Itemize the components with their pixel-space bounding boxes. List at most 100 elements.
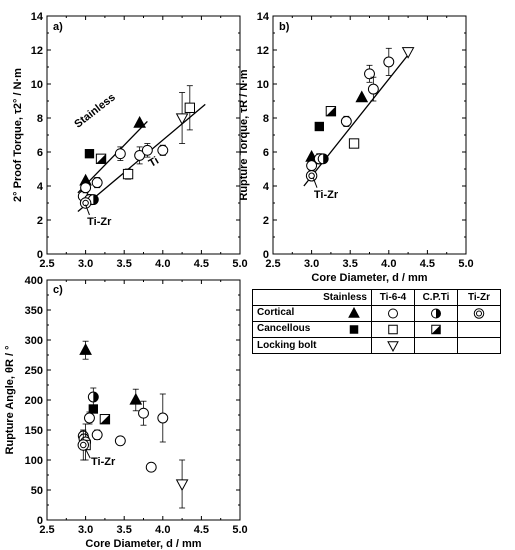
data-point	[79, 343, 92, 355]
circle-marker	[91, 429, 103, 441]
triangle-marker	[175, 113, 189, 126]
annotation-stainless: Stainless	[72, 91, 117, 130]
circle-marker	[134, 149, 146, 161]
y-tick-label: 10	[31, 79, 43, 91]
data-point	[87, 391, 99, 403]
legend-symbol-tizr-cortical	[457, 305, 501, 322]
y-tick-label: 10	[257, 79, 269, 91]
fit-line	[77, 120, 148, 194]
legend-row-label: Cancellous	[252, 321, 372, 338]
plot-frame	[46, 15, 241, 255]
y-tick-label: 8	[37, 113, 43, 125]
y-tick-label: 100	[25, 455, 43, 467]
y-tick-label: 2	[263, 215, 269, 227]
circle-marker	[367, 83, 379, 95]
legend-marker-shape	[388, 324, 398, 335]
x-tick-label: 5.0	[232, 524, 247, 536]
fit-line	[303, 49, 413, 187]
data-point	[99, 414, 111, 425]
circle-marker	[145, 461, 157, 473]
circle-half-fill	[93, 392, 99, 402]
panel-b-chart: b) 2.5 3.0 3.5 4.0 4.5 5.0 0 2 4 6 8 10 12 14 Core Diam…	[238, 11, 474, 284]
x-axis-title: Core Diameter, d / mm	[311, 272, 427, 284]
square-half-fill	[100, 414, 110, 424]
x-tick-label: 3.0	[304, 258, 319, 270]
square-marker	[88, 404, 98, 414]
data-point	[157, 412, 169, 424]
data-point	[325, 106, 337, 117]
y-tick-label: 6	[263, 147, 269, 159]
data-point	[79, 197, 92, 209]
circle-marker	[473, 308, 485, 319]
legend-col-cpti: C.P.Ti	[414, 289, 458, 306]
y-tick-label: 0	[37, 515, 43, 527]
data-point	[88, 404, 98, 414]
legend-label-cortical: Cortical	[257, 307, 295, 318]
legend-row-label: Cortical	[252, 305, 372, 322]
data-point	[314, 121, 324, 132]
x-tick-label: 3.5	[343, 258, 358, 270]
y-axis-title: Rupture Angle, θR / °	[4, 346, 16, 455]
square-half-fill	[326, 106, 336, 116]
legend-empty-cell	[414, 337, 458, 354]
legend-marker-shape	[348, 307, 360, 318]
data-point	[348, 138, 360, 149]
data-point	[340, 115, 352, 127]
square-marker	[348, 138, 360, 149]
circle-marker	[157, 144, 169, 156]
y-tick-label: 14	[31, 11, 44, 23]
triangle-marker	[355, 90, 369, 103]
data-point	[122, 168, 134, 180]
data-point	[91, 429, 103, 441]
legend-empty-cell	[457, 337, 501, 354]
y-tick-label: 0	[263, 249, 269, 261]
circle-marker	[388, 308, 398, 319]
y-axis-title: Rupture Torque, τR / N·m	[238, 69, 250, 200]
legend-row-cancellous: Cancellous	[252, 321, 501, 338]
circle-marker	[114, 148, 126, 160]
y-tick-label: 50	[31, 485, 43, 497]
legend-marker-shape	[431, 308, 441, 319]
square-marker	[84, 149, 95, 159]
legend-row-cortical: Cortical	[252, 305, 501, 322]
data-point	[145, 461, 157, 473]
x-tick-label: 4.5	[194, 524, 209, 536]
legend-symbol-cpti-cancellous	[414, 321, 458, 338]
data-point	[84, 412, 95, 424]
square-marker	[184, 102, 195, 113]
y-tick-label: 14	[257, 11, 270, 23]
legend-marker	[431, 324, 441, 335]
y-axis-title: 2° Proof Torque, τ2° / N·m	[12, 68, 24, 202]
circle-half-fill	[93, 194, 99, 205]
data-point	[305, 170, 318, 182]
panel-a-chart: a) 2.5 3.0 3.5 4.0 4.5 5.0 0 2 4 6 8 10 12 14 2° Proof …	[12, 11, 248, 270]
y-tick-label: 150	[25, 425, 43, 437]
square-marker	[388, 324, 398, 335]
data-point	[95, 153, 107, 164]
legend-col-tizr: Ti-Zr	[457, 289, 501, 306]
y-tick-label: 300	[25, 335, 43, 347]
panel-label: a)	[53, 21, 63, 33]
data-point	[129, 392, 143, 405]
plot-frame	[272, 15, 467, 255]
x-tick-label: 5.0	[232, 258, 247, 270]
circle-marker	[79, 197, 92, 209]
legend-marker-shape	[431, 324, 441, 335]
circle-marker	[77, 439, 90, 451]
x-tick-label: 4.5	[420, 258, 435, 270]
legend-col-ti64: Ti-6-4	[371, 289, 415, 306]
data-point	[80, 182, 92, 194]
data-point	[184, 102, 195, 113]
legend-symbol-cpti-cortical	[414, 305, 458, 322]
legend-symbol-ti64-cancellous	[371, 321, 415, 338]
y-tick-label: 200	[25, 395, 43, 407]
circle-half-fill	[323, 153, 329, 164]
circle-marker	[80, 182, 92, 194]
annotation-pointer	[85, 204, 90, 216]
square-half-fill	[431, 325, 441, 334]
circle-marker	[91, 177, 103, 189]
annotation-tizr: Ti-Zr	[87, 216, 112, 228]
data-point	[114, 148, 126, 160]
data-point	[91, 177, 103, 189]
y-tick-label: 250	[25, 365, 43, 377]
